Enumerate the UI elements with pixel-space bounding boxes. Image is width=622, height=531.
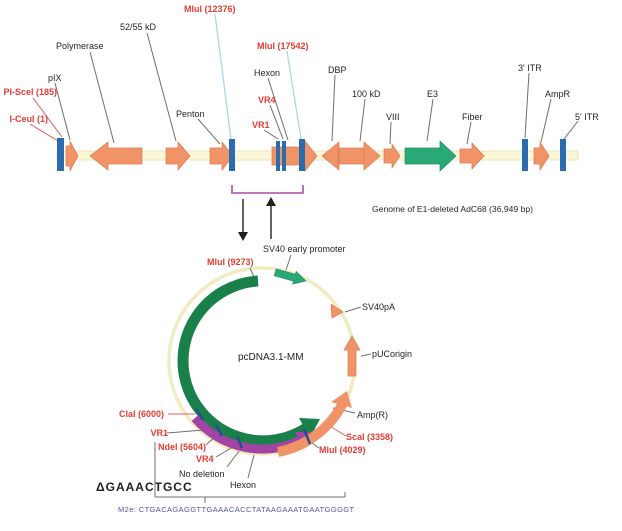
dbp-arrow-head xyxy=(322,142,339,170)
mlui17542-leader-line xyxy=(287,51,301,139)
vr4-label: VR4 xyxy=(258,95,276,105)
viii-leader-line xyxy=(390,122,391,144)
kd5255-label: 52/55 kD xyxy=(120,22,157,32)
hexon-plasmid-label: Hexon xyxy=(230,480,256,490)
itr5-leader-line xyxy=(564,121,578,139)
vr1-leader-line xyxy=(264,130,278,139)
dbp-leader-line xyxy=(332,75,335,141)
itr3-site-bar xyxy=(522,139,528,171)
kd5255-leader-line xyxy=(147,33,176,141)
plasmid-map: pcDNA3.1-MM MluI (9273) SV40 early promo… xyxy=(96,244,412,514)
penton-leader-line xyxy=(198,119,220,144)
no-deletion-label: No deletion xyxy=(179,469,225,479)
mlui12376-label: MluI (12376) xyxy=(184,4,236,14)
e3-label: E3 xyxy=(427,89,438,99)
fiber-arrow xyxy=(460,143,484,169)
figure-svg: PI-SceI (185) I-CeuI (1) pIX Polymerase … xyxy=(0,0,622,526)
i-ceui-site-bar xyxy=(57,138,64,171)
vr1-site-bar xyxy=(276,141,280,171)
m2e-insert-sequence: M2e: CTGACAGAGGTTGAAACACCTATAAGAAATGAATG… xyxy=(118,505,355,514)
itr3-label: 3' ITR xyxy=(518,63,542,73)
plasmid-name: pcDNA3.1-MM xyxy=(238,352,304,363)
up-arrow-head xyxy=(266,197,276,206)
mlui17542-label: MluI (17542) xyxy=(257,41,309,51)
mlui17542-site-bar xyxy=(299,139,305,171)
pi-scei-label: PI-SceI (185) xyxy=(3,87,57,97)
kd100-leader-line xyxy=(360,99,365,141)
mlui12376-leader-line xyxy=(215,14,231,139)
sv40promoter-leader-line xyxy=(286,255,291,270)
no-deletion-leader-line xyxy=(227,451,239,467)
ndei-label: NdeI (5604) xyxy=(158,442,206,452)
sv40pa-leader-line xyxy=(345,307,361,312)
mlui9273-label: MluI (9273) xyxy=(207,257,254,267)
vr4-site-bar xyxy=(282,141,286,171)
pix-label: pIX xyxy=(48,73,62,83)
viii-arrow xyxy=(384,144,400,168)
hexon-plasmid-leader-line xyxy=(248,455,254,478)
sv40pa-label: SV40pA xyxy=(362,302,395,312)
viii-label: VIII xyxy=(386,112,400,122)
down-arrow-head xyxy=(238,232,248,241)
fiber-leader-line xyxy=(467,122,471,144)
vr1-label: VR1 xyxy=(252,120,270,130)
cloning-strategy-figure: PI-SceI (185) I-CeuI (1) pIX Polymerase … xyxy=(0,0,622,526)
ampr-leader-line xyxy=(541,99,551,142)
fragment-transfer xyxy=(232,185,303,241)
vr4-plasmid-label: VR4 xyxy=(196,454,214,464)
sv40-promoter-label: SV40 early promoter xyxy=(263,244,346,254)
itr3-leader-line xyxy=(525,73,529,138)
fragment-bracket xyxy=(232,185,303,193)
i-ceui-label: I-CeuI (1) xyxy=(9,114,48,124)
dbp-label: DBP xyxy=(328,65,347,75)
puc-origin-arrow xyxy=(344,336,360,376)
ampr-arrow xyxy=(534,142,549,170)
kd5255-arrow xyxy=(166,142,190,170)
mlui4029-label: MluI (4029) xyxy=(319,445,366,455)
clai-label: ClaI (6000) xyxy=(119,409,164,419)
mlui12376-site-bar xyxy=(229,139,235,171)
linear-genome-map: PI-SceI (185) I-CeuI (1) pIX Polymerase … xyxy=(3,4,599,214)
kd100-label: 100 kD xyxy=(352,89,381,99)
pix-arrow xyxy=(66,141,78,171)
polymerase-leader-line xyxy=(90,52,114,143)
ampr-label: AmpR xyxy=(545,89,571,99)
polymerase-arrow xyxy=(90,142,142,170)
fiber-label: Fiber xyxy=(462,112,483,122)
dbp-kd100-body xyxy=(338,148,364,164)
hexon-label: Hexon xyxy=(254,68,280,78)
vr4-leader-line xyxy=(270,105,283,139)
kd100-arrow-head xyxy=(364,142,380,170)
ampr-plasmid-label: Amp(R) xyxy=(357,410,388,420)
penton-label: Penton xyxy=(176,109,205,119)
vr1-plasmid-label: VR1 xyxy=(150,428,168,438)
e3-leader-line xyxy=(427,99,433,141)
deletion-sequence-label: ΔGAAACTGCC xyxy=(96,480,193,494)
genome-caption: Genome of E1-deleted AdC68 (36,949 bp) xyxy=(372,204,533,214)
e3-arrow xyxy=(405,141,456,171)
pucorigin-leader-line xyxy=(361,354,371,356)
itr5-site-bar xyxy=(560,139,566,171)
puc-origin-label: pUCorigin xyxy=(372,349,412,359)
polymerase-label: Polymerase xyxy=(56,41,104,51)
scai-label: ScaI (3358) xyxy=(346,432,393,442)
itr5-label: 5' ITR xyxy=(575,112,599,122)
